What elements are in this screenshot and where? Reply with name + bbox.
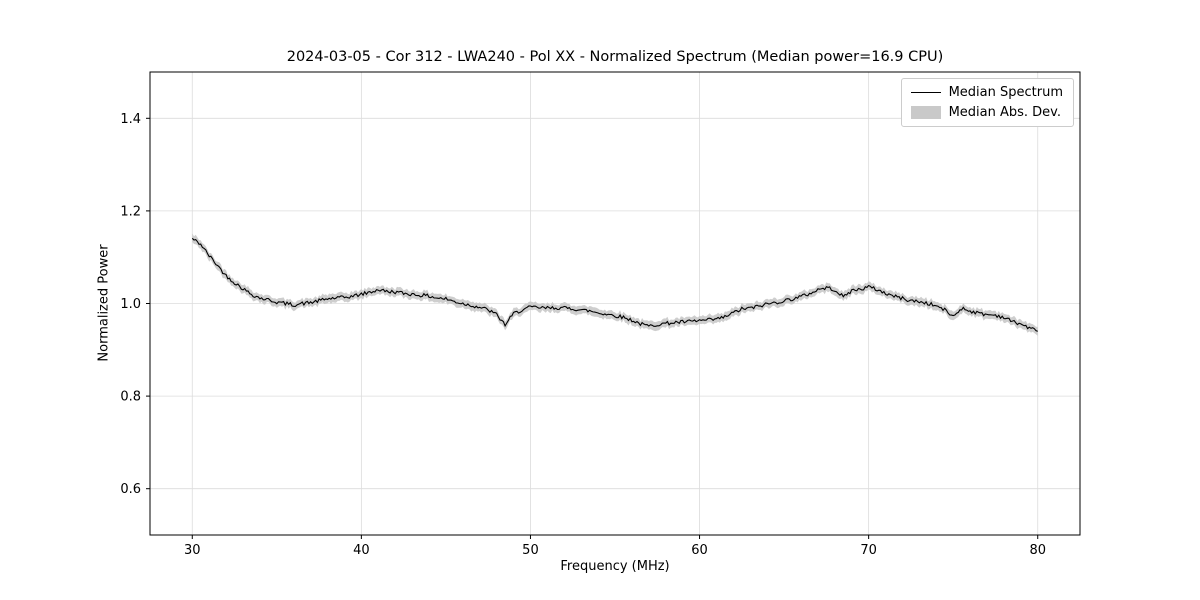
y-axis-label: Normalized Power: [96, 244, 112, 362]
legend: Median Spectrum Median Abs. Dev.: [900, 78, 1074, 127]
legend-item-median-spectrum: Median Spectrum: [910, 85, 1063, 100]
median-spectrum-line-sample: [910, 92, 941, 93]
y-tick-label: 1.2: [120, 204, 141, 219]
x-tick-label: 80: [1029, 543, 1046, 558]
mad-band-sample: [910, 106, 941, 119]
chart-title: 2024-03-05 - Cor 312 - LWA240 - Pol XX -…: [286, 49, 944, 65]
y-tick-label: 1.4: [120, 112, 141, 127]
x-tick-label: 30: [184, 543, 201, 558]
y-tick-label: 1.0: [120, 297, 141, 312]
y-tick-label: 0.8: [120, 390, 141, 405]
legend-label-median-spectrum: Median Spectrum: [948, 85, 1063, 100]
x-tick-label: 40: [353, 543, 370, 558]
x-axis-label: Frequency (MHz): [560, 559, 670, 574]
legend-item-median-abs-dev: Median Abs. Dev.: [910, 105, 1063, 120]
y-tick-label: 0.6: [120, 482, 141, 497]
mad-band: [192, 233, 1038, 336]
x-tick-label: 60: [691, 543, 708, 558]
median-spectrum-line: [191, 237, 1038, 332]
x-tick-label: 50: [522, 543, 539, 558]
x-tick-label: 70: [860, 543, 877, 558]
legend-label-median-abs-dev: Median Abs. Dev.: [948, 105, 1062, 120]
